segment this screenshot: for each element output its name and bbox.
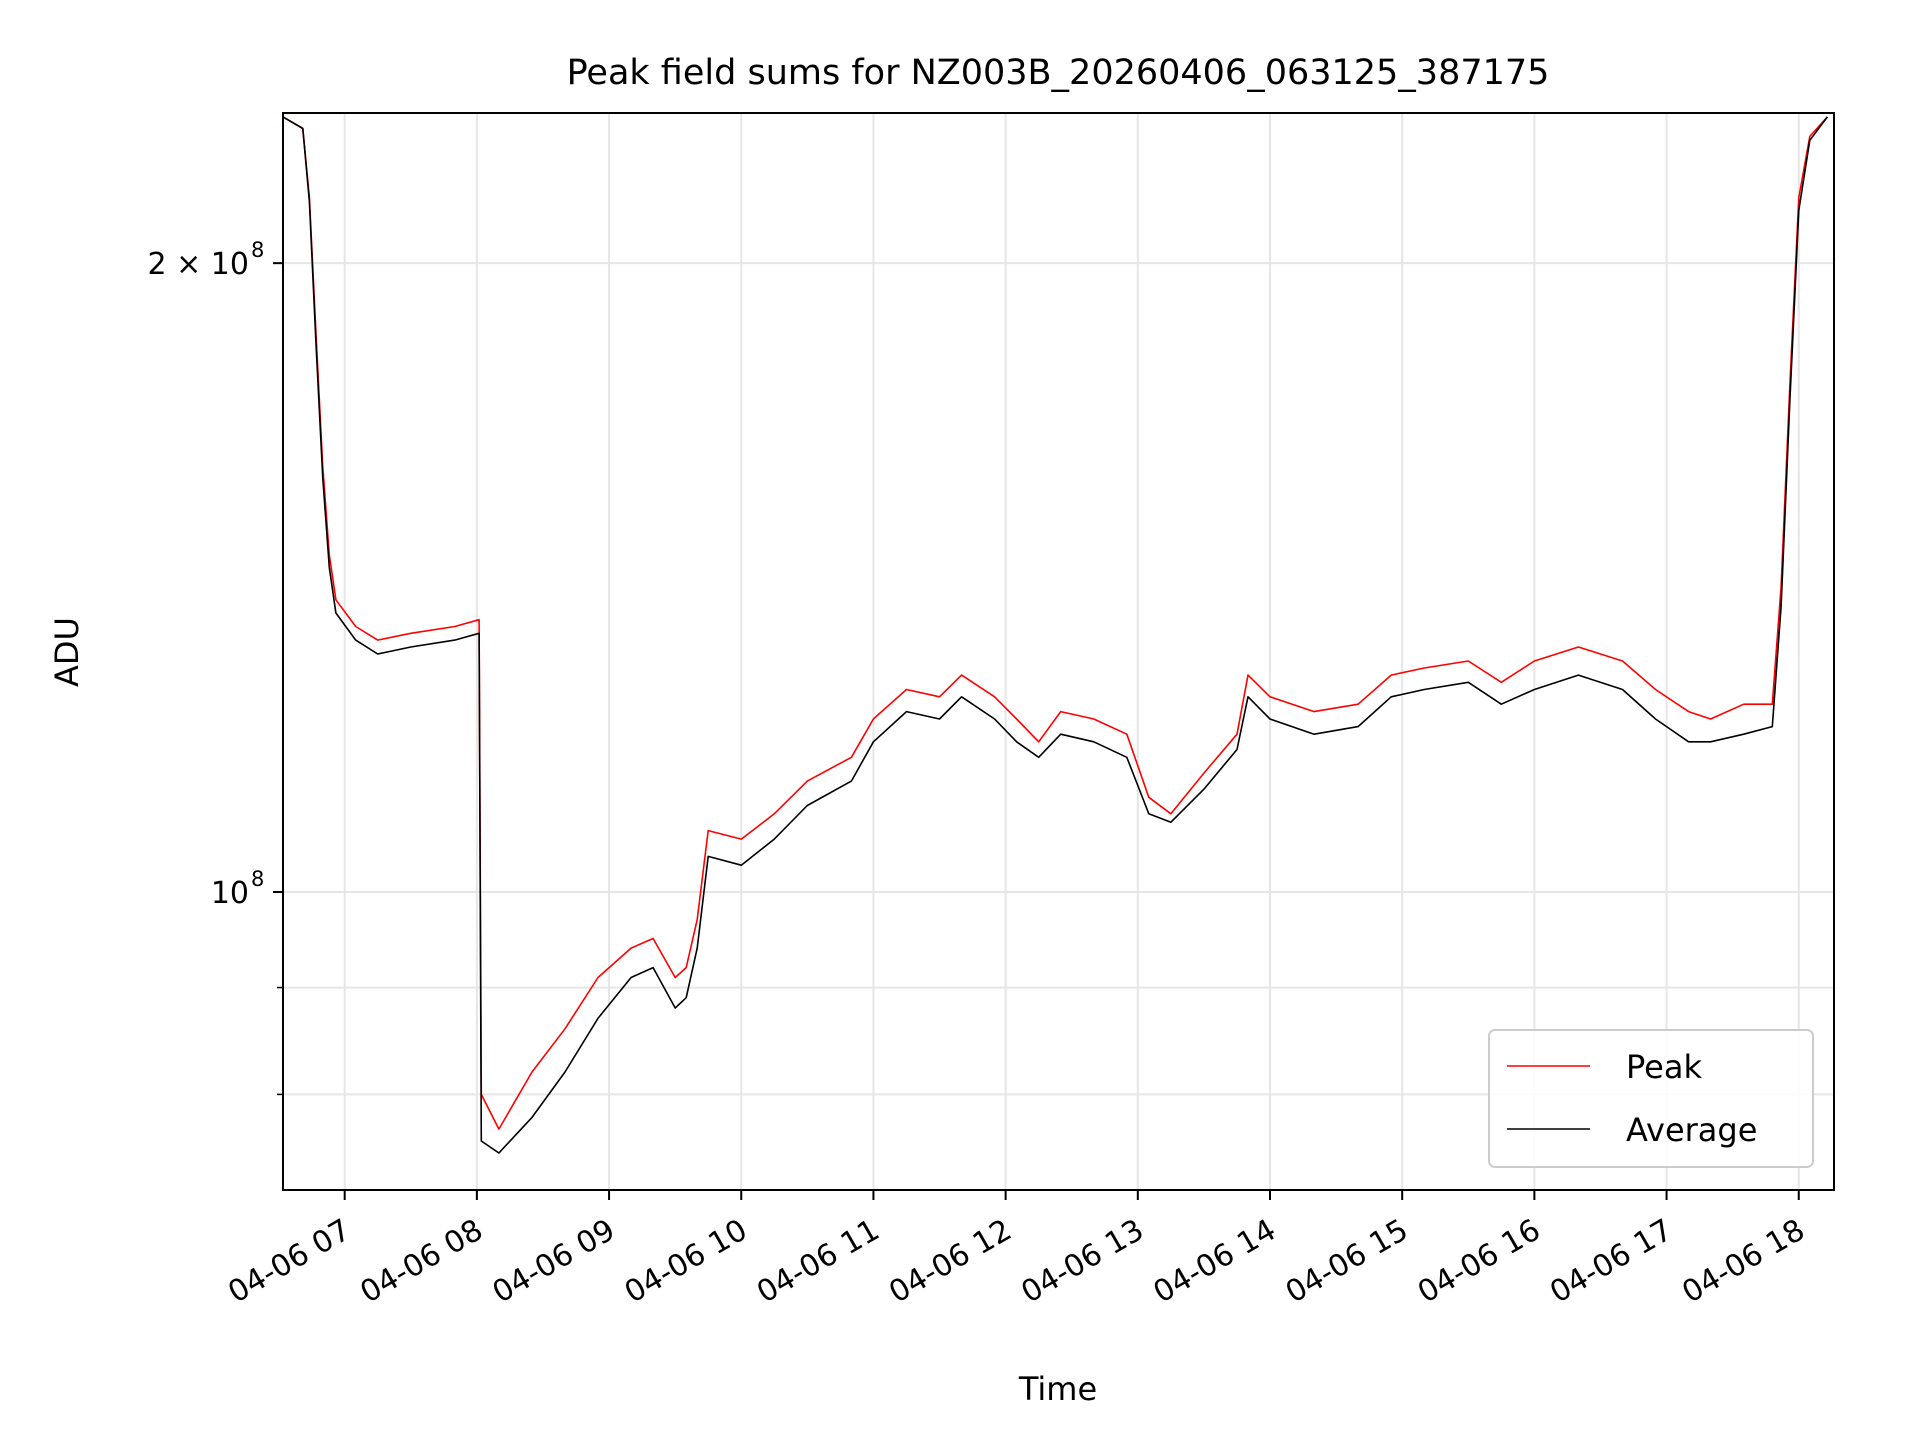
legend-label-peak: Peak [1626, 1048, 1702, 1086]
y-tick-label-base: 10 [211, 876, 249, 911]
legend-label-average: Average [1626, 1111, 1757, 1149]
series-line-average [282, 116, 1829, 1154]
y-tick-label-exponent: 8 [251, 238, 264, 262]
legend-box [1488, 1029, 1814, 1168]
y-axis-label: ADU [48, 617, 86, 687]
y-tick-label: 2 × 10 8 [148, 238, 265, 282]
y-tick-label-base: 2 × 10 [148, 247, 249, 282]
grid-lines [283, 113, 1834, 1190]
legend: Peak Average [1488, 1029, 1814, 1168]
plot-frame [282, 112, 1835, 1191]
y-axis-ticks: 10 82 × 10 8 [148, 238, 283, 1096]
y-tick-label-exponent: 8 [251, 867, 264, 891]
chart-title: Peak field sums for NZ003B_20260406_0631… [567, 53, 1550, 93]
y-tick-label: 10 8 [211, 867, 265, 911]
series-layer [282, 116, 1829, 1154]
x-axis-label: Time [1018, 1370, 1097, 1408]
series-line-peak [282, 116, 1828, 1130]
